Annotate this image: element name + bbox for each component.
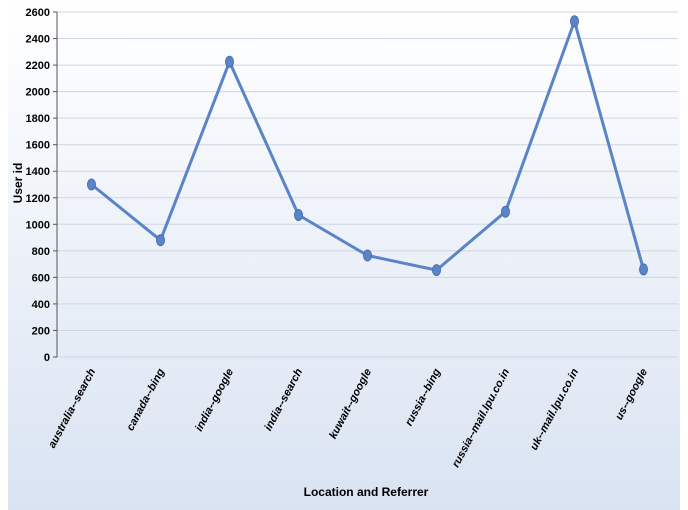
y-tick-label: 2200 [26, 60, 50, 72]
data-point [156, 234, 165, 247]
data-point [225, 55, 234, 68]
data-point [363, 249, 372, 262]
y-tick-label: 2400 [26, 34, 50, 46]
y-tick-label: 2600 [26, 7, 50, 19]
y-axis-title: User id [11, 163, 25, 204]
data-point [501, 205, 510, 218]
y-tick-label: 1400 [26, 166, 50, 178]
y-tick-label: 800 [32, 246, 50, 258]
y-tick-label: 200 [32, 325, 50, 337]
axes [53, 11, 58, 358]
series-markers [87, 15, 648, 277]
data-point [432, 264, 441, 277]
chart-background [8, 0, 680, 510]
y-tick-label: 1600 [26, 140, 50, 152]
y-tick-label: 1800 [26, 113, 50, 125]
data-point [639, 263, 648, 276]
data-point [570, 15, 579, 28]
y-tick-labels: 0 200 400 600 800 1000 1200 1400 1600 1800 2000 220… [26, 7, 50, 364]
y-tick-label: 400 [32, 299, 50, 311]
y-tick-label: 0 [44, 352, 50, 364]
x-axis-title: Location and Referrer [304, 485, 429, 499]
y-tick-label: 2000 [26, 87, 50, 99]
data-point [294, 209, 303, 222]
y-tick-label: 600 [32, 272, 50, 284]
y-tick-label: 1200 [26, 193, 50, 205]
y-tick-label: 1000 [26, 219, 50, 231]
data-point [87, 178, 96, 191]
